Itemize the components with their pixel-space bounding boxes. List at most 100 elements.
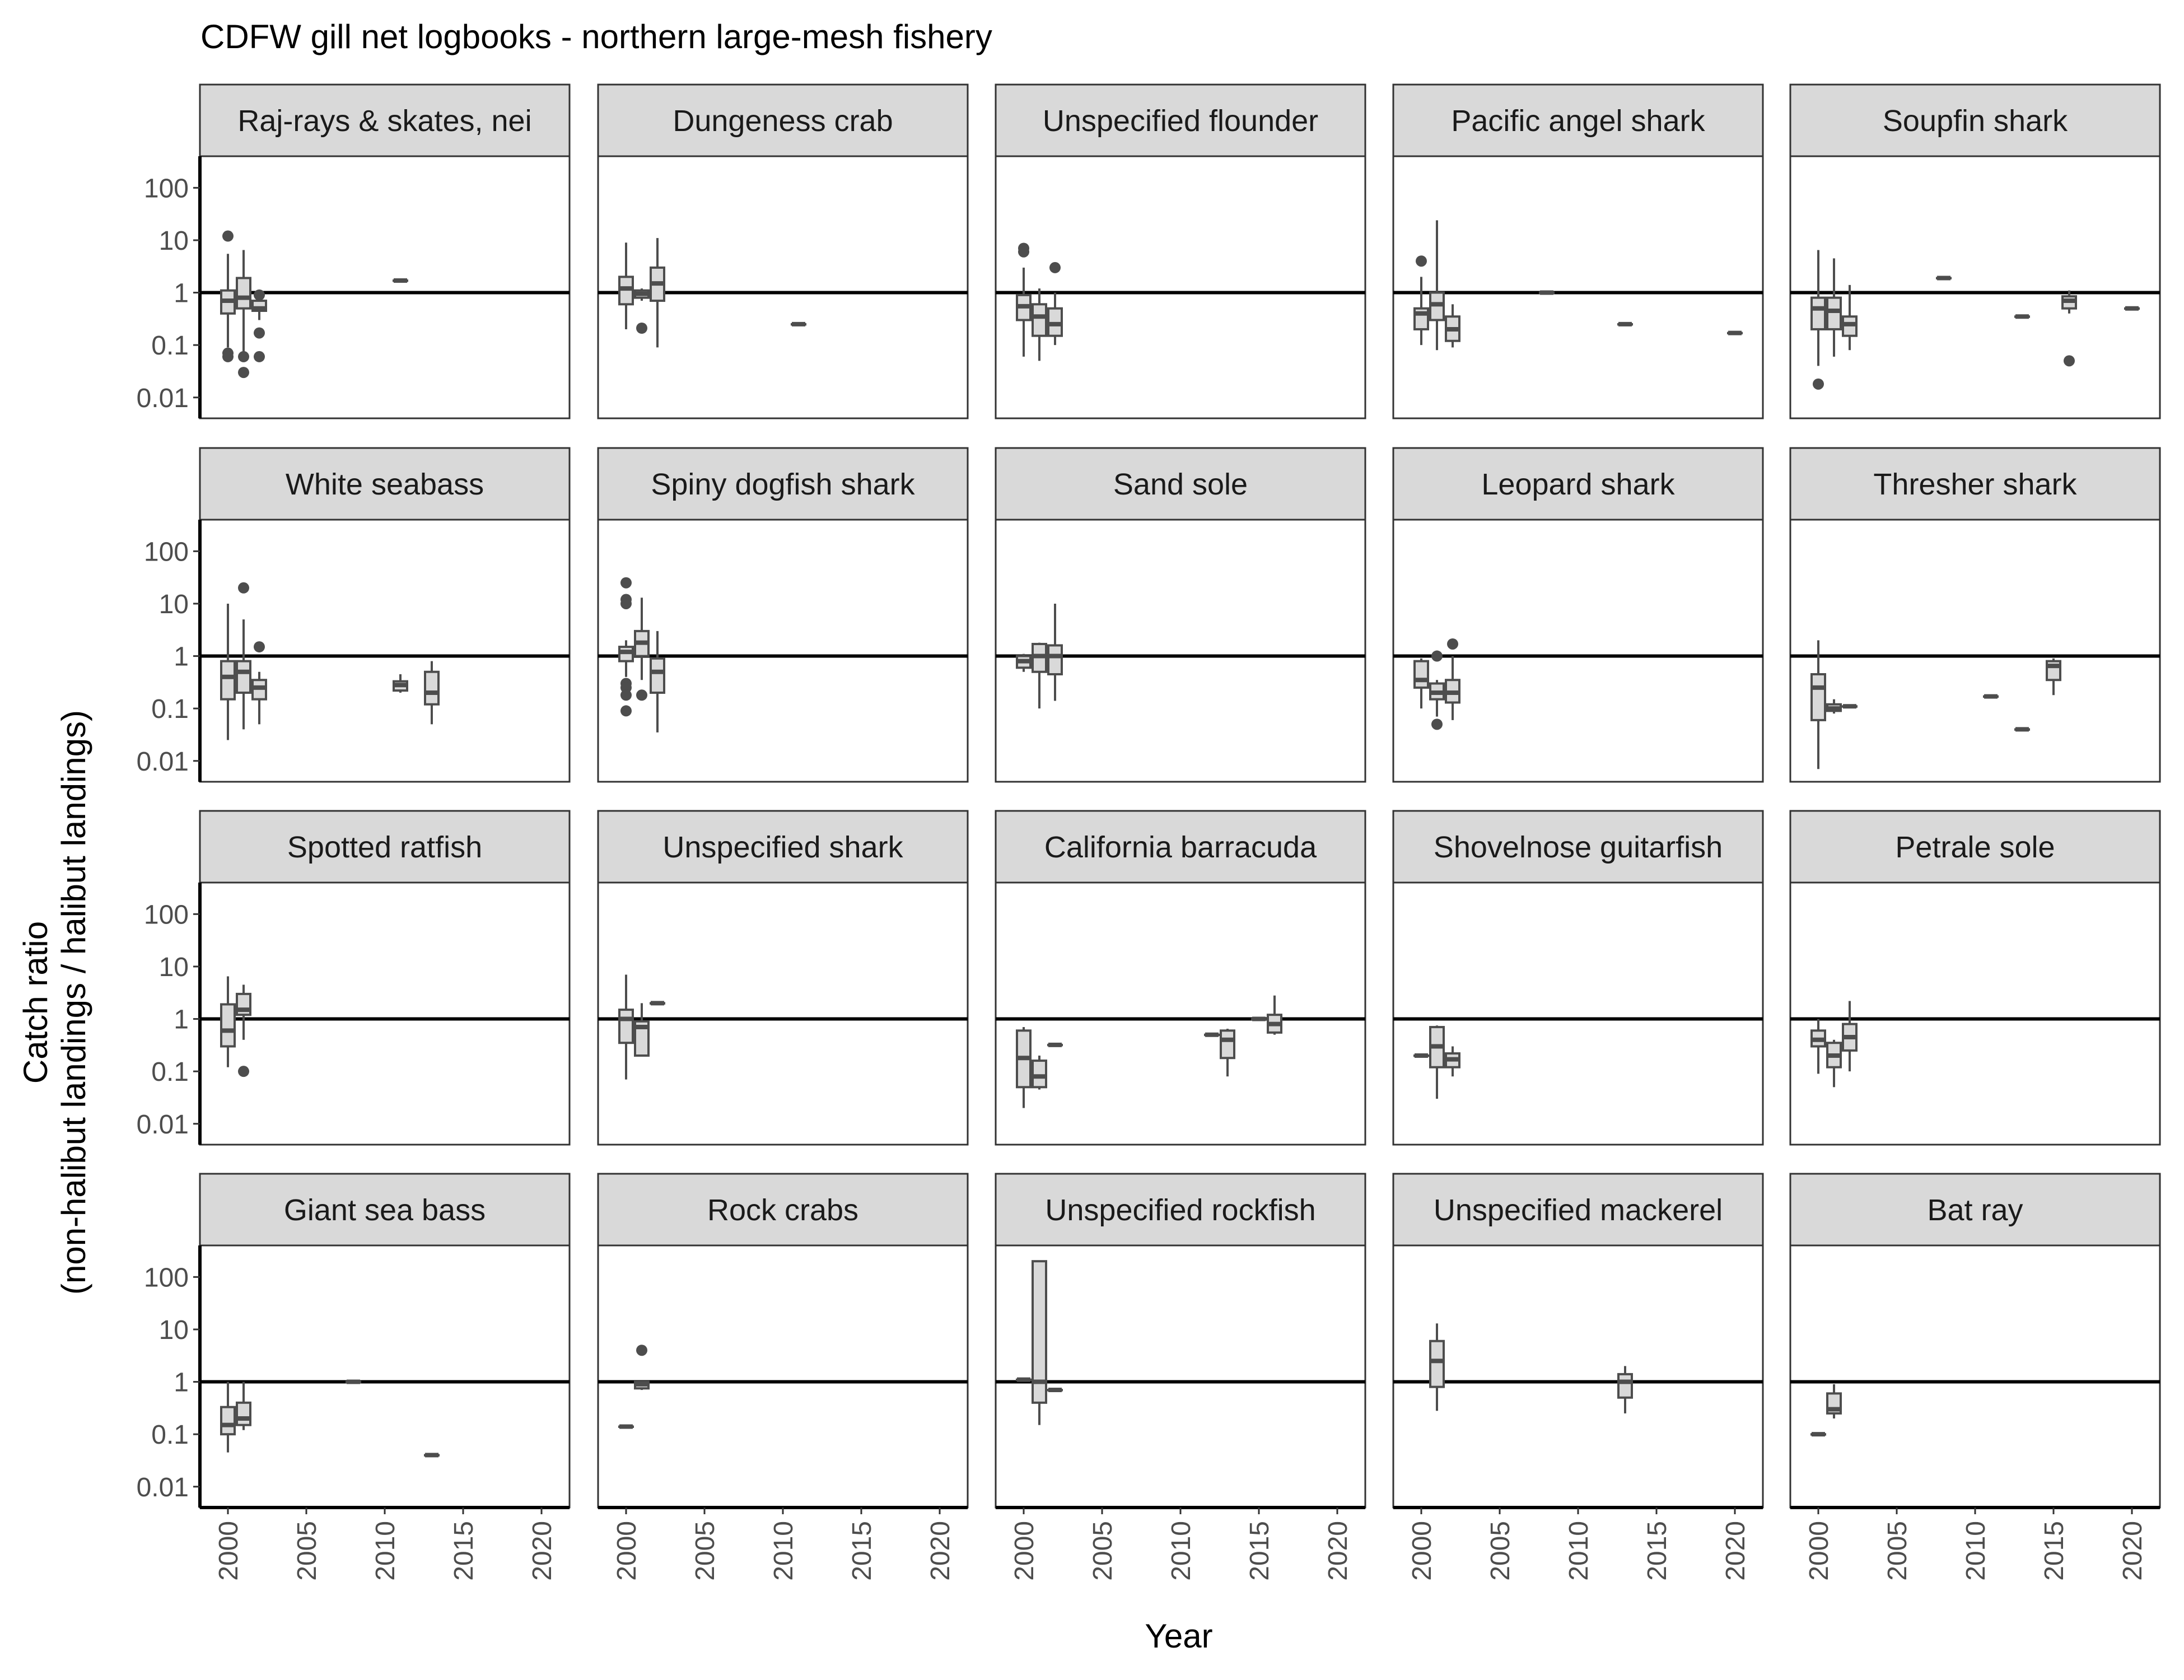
x-tick-label: 2000 [1804, 1521, 1834, 1581]
panel-background [597, 1244, 969, 1509]
y-axis-row-3: 0.01 0.1 1 10 100 [137, 883, 202, 1145]
facet-strip [995, 83, 1366, 157]
panel-background [995, 881, 1366, 1146]
x-tick-label: 2000 [1010, 1521, 1039, 1581]
box-iqr [1617, 1373, 1633, 1399]
panel-spiny-dogfish-shark: Spiny dogfish shark [597, 447, 969, 783]
x-axis-col-2: 2000 2005 2010 2015 2020 [598, 1506, 968, 1581]
facet-label: Spotted ratfish [287, 830, 482, 864]
y-tick-label: 10 [159, 590, 189, 619]
box-iqr [1429, 1340, 1445, 1388]
facet-strip [1392, 447, 1764, 521]
x-axis-col-4: 2000 2005 2010 2015 2020 [1393, 1506, 1763, 1581]
box-2002 [1445, 304, 1460, 348]
x-tick-label: 2005 [1088, 1521, 1118, 1581]
panel-background [199, 1244, 571, 1509]
box-2001 [1032, 288, 1047, 361]
panel-spotted-ratfish: Spotted ratfish [199, 810, 571, 1146]
box-2002 [1445, 638, 1460, 720]
box-2000 [1016, 1027, 1032, 1108]
facet-strip [597, 1173, 969, 1247]
panel-sand-sole: Sand sole [995, 447, 1366, 783]
x-tick-label: 2015 [2040, 1521, 2069, 1581]
box-2000 [618, 577, 634, 717]
box-iqr [650, 657, 665, 694]
y-tick-label: 1 [174, 1368, 189, 1398]
box-2000 [1810, 1432, 1826, 1437]
x-tick-label: 2005 [690, 1521, 720, 1581]
panel-background [1789, 155, 2161, 419]
facet-label: Bat ray [1927, 1193, 2023, 1227]
x-tick-label: 2020 [926, 1521, 955, 1581]
facet-label: Unspecified flounder [1043, 104, 1318, 138]
panel-background [1392, 881, 1764, 1146]
box-2016 [2061, 290, 2077, 367]
x-tick-label: 2000 [612, 1521, 642, 1581]
box-iqr [1220, 1029, 1235, 1060]
outlier-point [620, 598, 632, 609]
facet-strip [1789, 447, 2161, 521]
box-2001 [236, 1382, 251, 1430]
box-2001 [634, 288, 650, 334]
panel-giant-sea-bass: Giant sea bass [199, 1173, 571, 1509]
x-tick-label: 2005 [292, 1521, 322, 1581]
panel-background [995, 1244, 1366, 1509]
box-2002 [650, 631, 665, 732]
y-tick-label: 1 [174, 642, 189, 672]
panel-unspecified-shark: Unspecified shark [597, 810, 969, 1146]
panel-leopard-shark: Leopard shark [1392, 447, 1764, 783]
box-2001 [1826, 1384, 1842, 1418]
y-tick-label: 0.1 [151, 1057, 189, 1087]
outlier-point [222, 230, 234, 242]
facet-strip [1392, 1173, 1764, 1247]
box-iqr [1810, 296, 1826, 330]
facet-label: Dungeness crab [673, 104, 893, 138]
box-2002 [1445, 1046, 1460, 1077]
panel-background [199, 155, 571, 419]
x-axis-col-5: 2000 2005 2010 2015 2020 [1790, 1506, 2160, 1581]
box-2011 [393, 674, 408, 693]
outlier-point [620, 689, 632, 701]
x-tick-label: 2000 [214, 1521, 244, 1581]
box-2001 [634, 1003, 650, 1057]
box-iqr [424, 670, 440, 706]
facet-strip [1789, 1173, 2161, 1247]
x-tick-label: 2010 [1961, 1521, 1991, 1581]
outlier-point [222, 351, 234, 362]
y-tick-label: 100 [144, 1263, 189, 1292]
box-iqr [1032, 303, 1047, 337]
facet-strip [995, 1173, 1366, 1247]
y-axis-row-4: 0.01 0.1 1 10 100 [137, 1245, 202, 1508]
y-axes: 0.010.11101000.010.11101000.010.11101000… [137, 156, 202, 1508]
box-iqr [1032, 1060, 1047, 1089]
y-tick-label: 0.01 [137, 747, 189, 777]
y-tick-label: 100 [144, 900, 189, 930]
facet-label: Rock crabs [707, 1193, 858, 1227]
y-tick-label: 100 [144, 537, 189, 567]
box-2000 [1016, 654, 1032, 672]
panel-background [597, 519, 969, 783]
outlier-point [238, 367, 249, 379]
box-2000 [1413, 255, 1429, 346]
facet-strip [199, 83, 571, 157]
outlier-point [238, 1066, 249, 1077]
box-2013 [1617, 1366, 1633, 1413]
x-tick-label: 2015 [1245, 1521, 1275, 1581]
facet-strip [995, 810, 1366, 884]
x-tick-label: 2020 [1323, 1521, 1353, 1581]
y-tick-label: 0.01 [137, 1110, 189, 1140]
y-axis-row-1: 0.01 0.1 1 10 100 [137, 156, 202, 418]
y-tick-label: 1 [174, 279, 189, 309]
box-2011 [791, 321, 806, 326]
y-tick-label: 10 [159, 226, 189, 256]
outlier-point [1431, 718, 1443, 730]
x-axis-col-3: 2000 2005 2010 2015 2020 [996, 1506, 1365, 1581]
y-tick-label: 100 [144, 174, 189, 203]
facet-strip [995, 447, 1366, 521]
facet-label: California barracuda [1044, 830, 1317, 864]
box-2001 [1826, 258, 1842, 357]
facet-label: Sand sole [1113, 468, 1248, 501]
y-tick-label: 1 [174, 1005, 189, 1035]
box-2001 [236, 250, 251, 379]
outlier-point [1813, 378, 1824, 390]
